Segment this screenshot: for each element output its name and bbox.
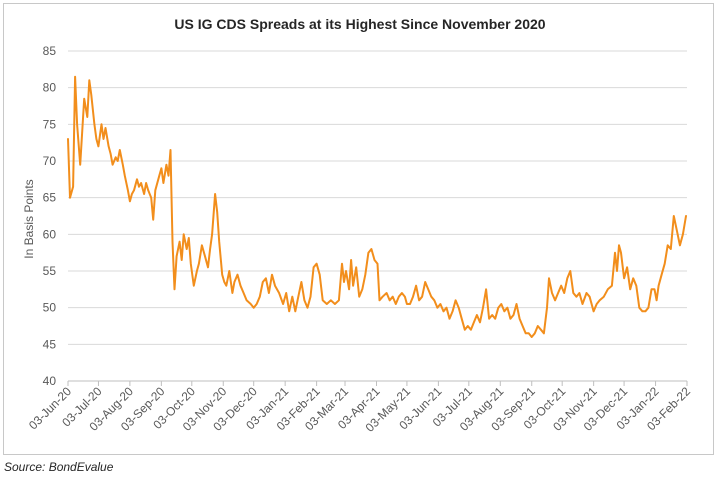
y-tick-label: 55 — [43, 264, 57, 278]
y-tick-label: 60 — [43, 227, 57, 241]
chart-title: US IG CDS Spreads at its Highest Since N… — [174, 16, 546, 32]
y-tick-label: 80 — [43, 81, 57, 95]
series-group — [67, 75, 687, 338]
y-tick-label: 75 — [43, 117, 57, 131]
y-tick-label: 40 — [43, 374, 57, 388]
y-tick-label: 45 — [43, 337, 57, 351]
x-tick-labels: 03-Jun-2003-Jul-2003-Aug-2003-Sep-2003-O… — [26, 384, 693, 435]
chart-frame — [3, 3, 714, 455]
y-tick-labels: 40 45 50 55 60 65 70 75 80 85 — [43, 44, 57, 388]
y-tick-label: 85 — [43, 44, 57, 58]
y-tick-label: 50 — [43, 301, 57, 315]
series-line — [67, 75, 687, 338]
y-axis-label: In Basis Points — [22, 179, 36, 258]
y-tick-label: 70 — [43, 154, 57, 168]
gridlines — [68, 50, 687, 345]
line-chart: 40 45 50 55 60 65 70 75 80 85 03-Jun-2003-Jul-200… — [22, 44, 693, 435]
source-note: Source: BondEvalue — [4, 460, 114, 474]
y-tick-label: 65 — [43, 191, 57, 205]
x-axis — [67, 380, 688, 386]
